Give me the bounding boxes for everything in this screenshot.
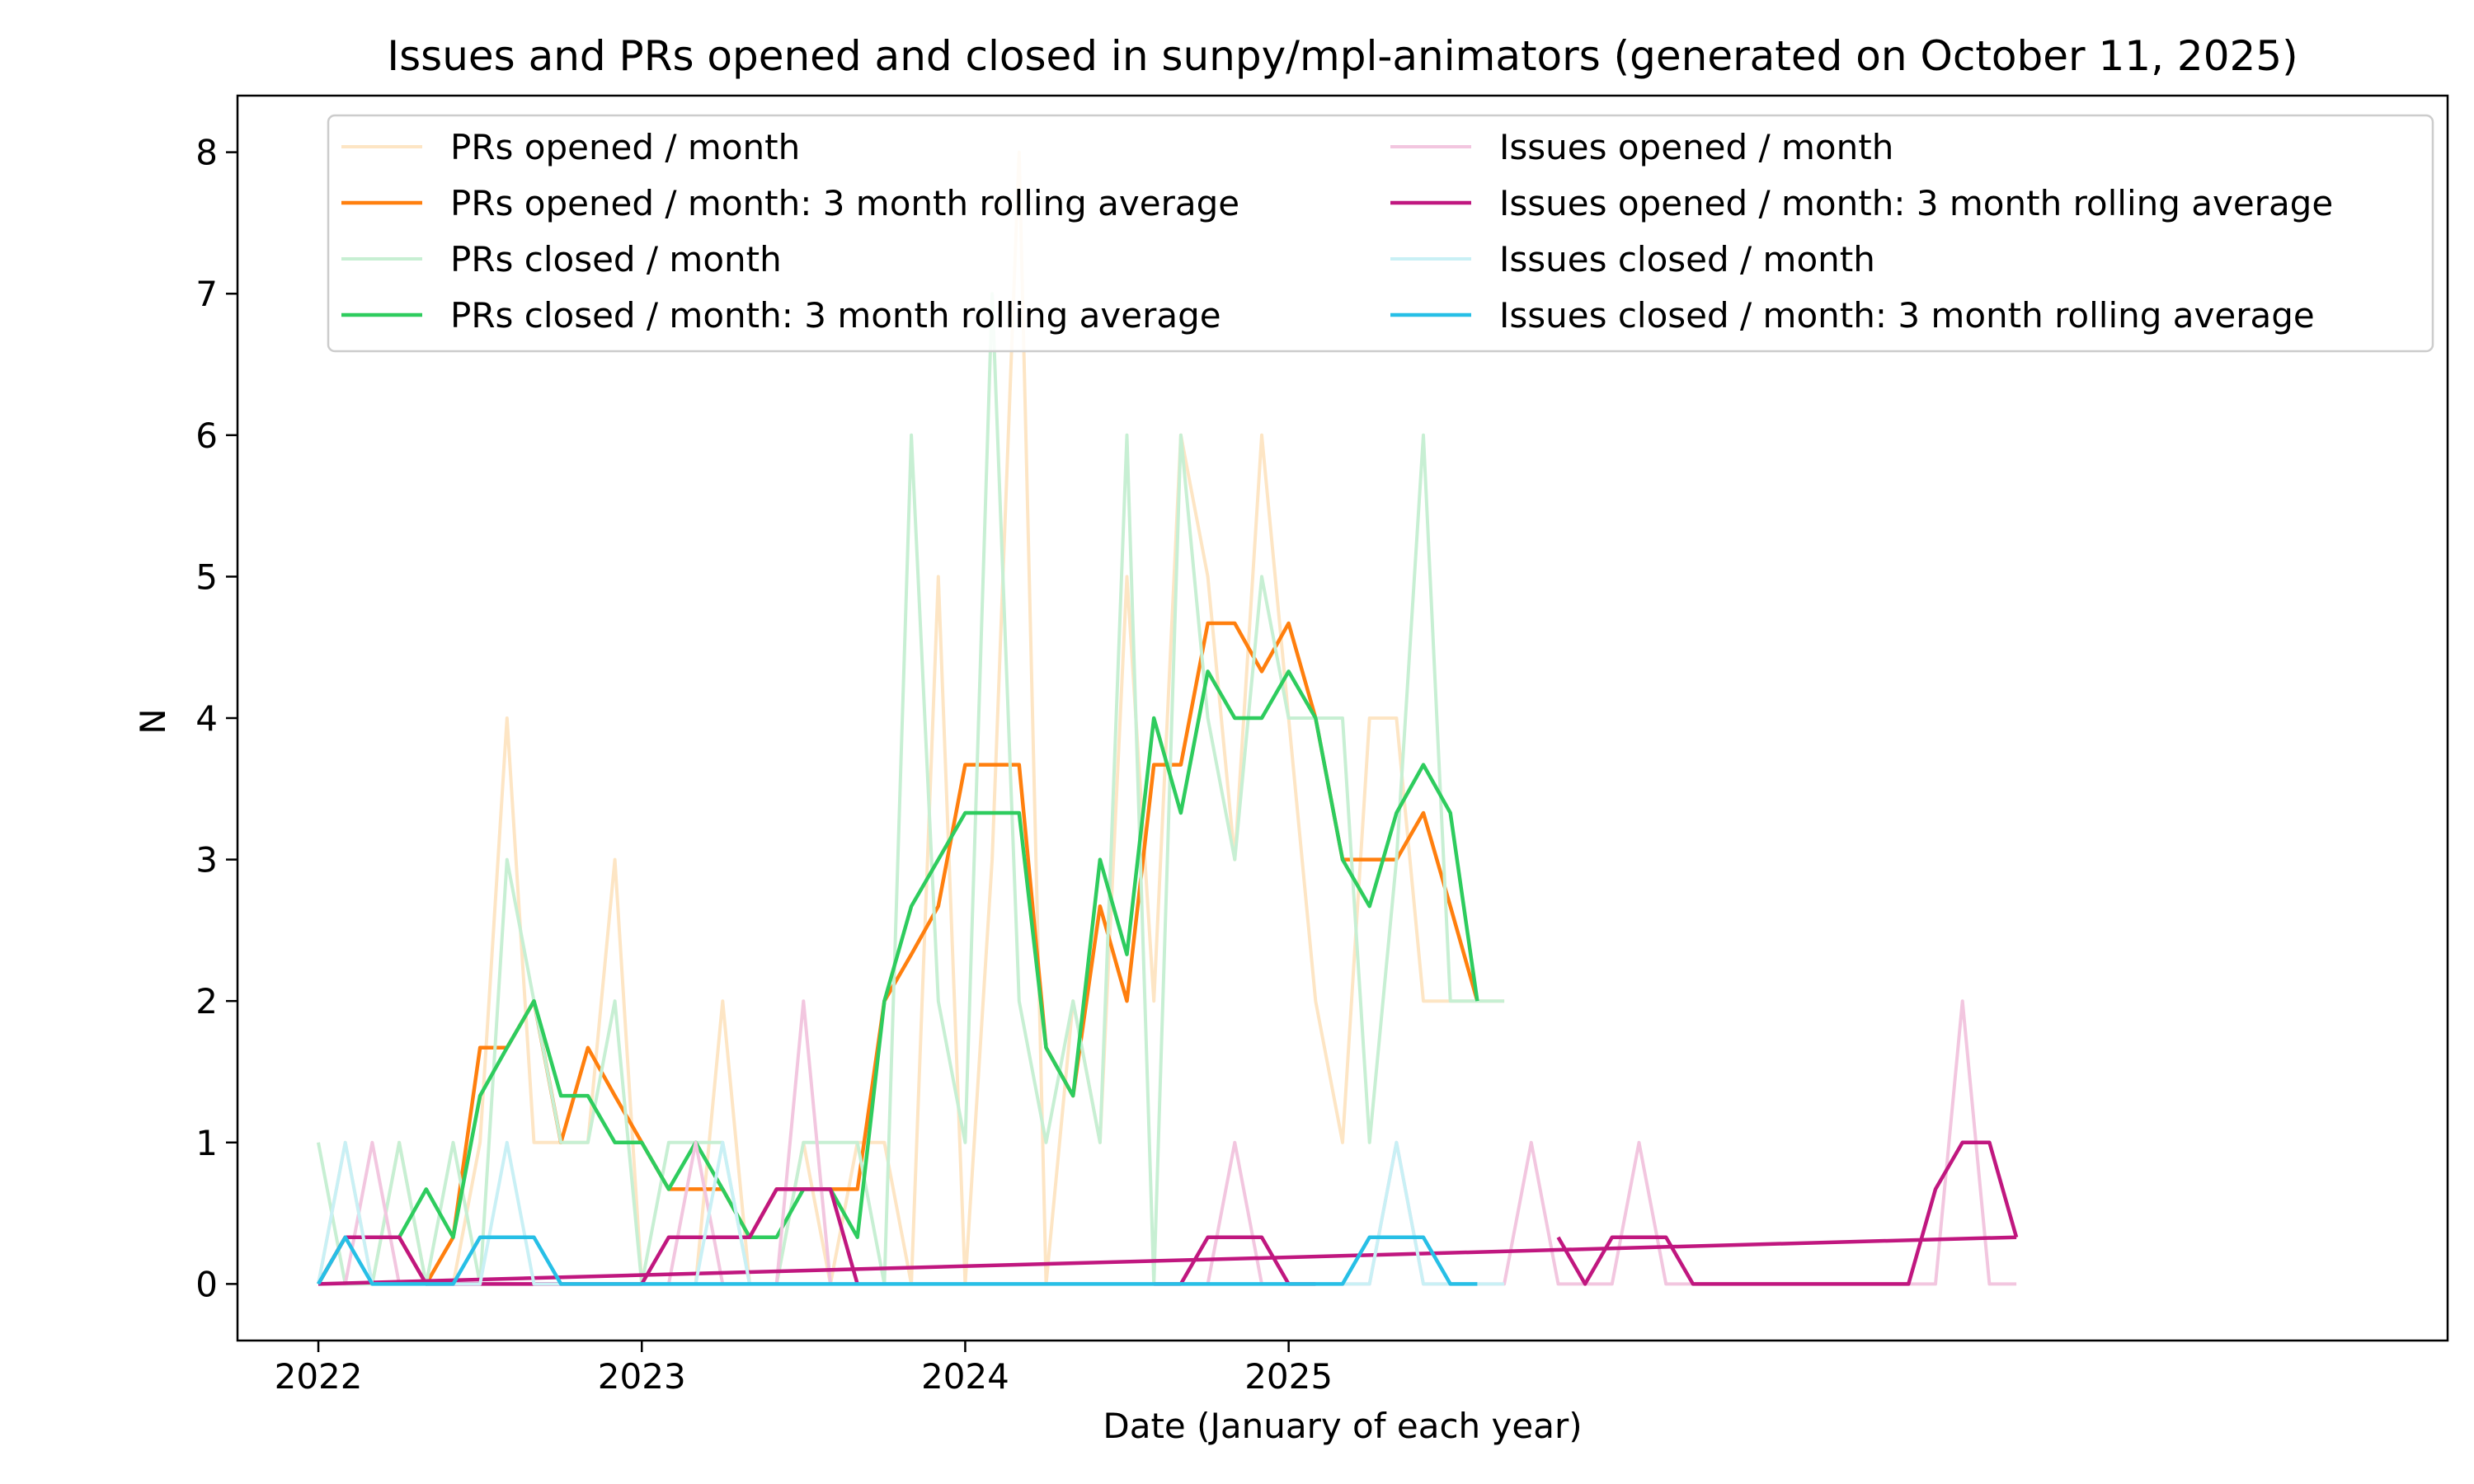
series-layer [317, 150, 2019, 1286]
y-tick-label-1: 1 [195, 1123, 218, 1163]
y-tick-label-5: 5 [195, 556, 218, 597]
x-tick-label-1: 2023 [598, 1356, 686, 1397]
series-line-2-0 [317, 292, 1505, 1286]
y-tick-label-4: 4 [195, 698, 218, 739]
series-line-5-3 [317, 1235, 2017, 1286]
x-tick-label-2: 2024 [921, 1356, 1009, 1397]
series-line-3-0 [317, 669, 1479, 1285]
legend-label-5: Issues opened / month: 3 month rolling a… [1499, 183, 2333, 223]
y-tick-label-6: 6 [195, 416, 218, 456]
legend-label-4: Issues opened / month [1499, 127, 1893, 167]
x-tick-label-3: 2025 [1244, 1356, 1333, 1397]
y-axis: 0 1 2 3 4 5 6 7 8 [195, 133, 238, 1304]
y-tick-label-3: 3 [195, 840, 218, 881]
x-tick-label-0: 2022 [275, 1356, 363, 1397]
y-tick-label-7: 7 [195, 274, 218, 314]
legend-label-1: PRs opened / month: 3 month rolling aver… [450, 183, 1239, 223]
chart-title: Issues and PRs opened and closed in sunp… [387, 32, 2298, 80]
x-axis-label: Date (January of each year) [1103, 1406, 1582, 1446]
y-tick-label-2: 2 [195, 981, 218, 1021]
legend-label-3: PRs closed / month: 3 month rolling aver… [450, 295, 1221, 336]
legend-label-0: PRs opened / month [450, 127, 800, 167]
legend-label-6: Issues closed / month [1499, 239, 1875, 279]
y-tick-label-0: 0 [195, 1264, 218, 1304]
series-line-5-2 [1556, 1140, 2019, 1286]
series-line-7-0 [317, 1235, 1478, 1286]
legend-box [327, 114, 2434, 353]
legend-label-2: PRs closed / month [450, 239, 782, 279]
y-tick-label-8: 8 [195, 133, 218, 173]
y-axis-label: N [133, 708, 173, 734]
legend: PRs opened / month PRs opened / month: 3 … [327, 114, 2434, 353]
legend-label-7: Issues closed / month: 3 month rolling a… [1499, 295, 2315, 336]
x-axis: 2022 2023 2024 2025 [275, 1341, 1333, 1397]
